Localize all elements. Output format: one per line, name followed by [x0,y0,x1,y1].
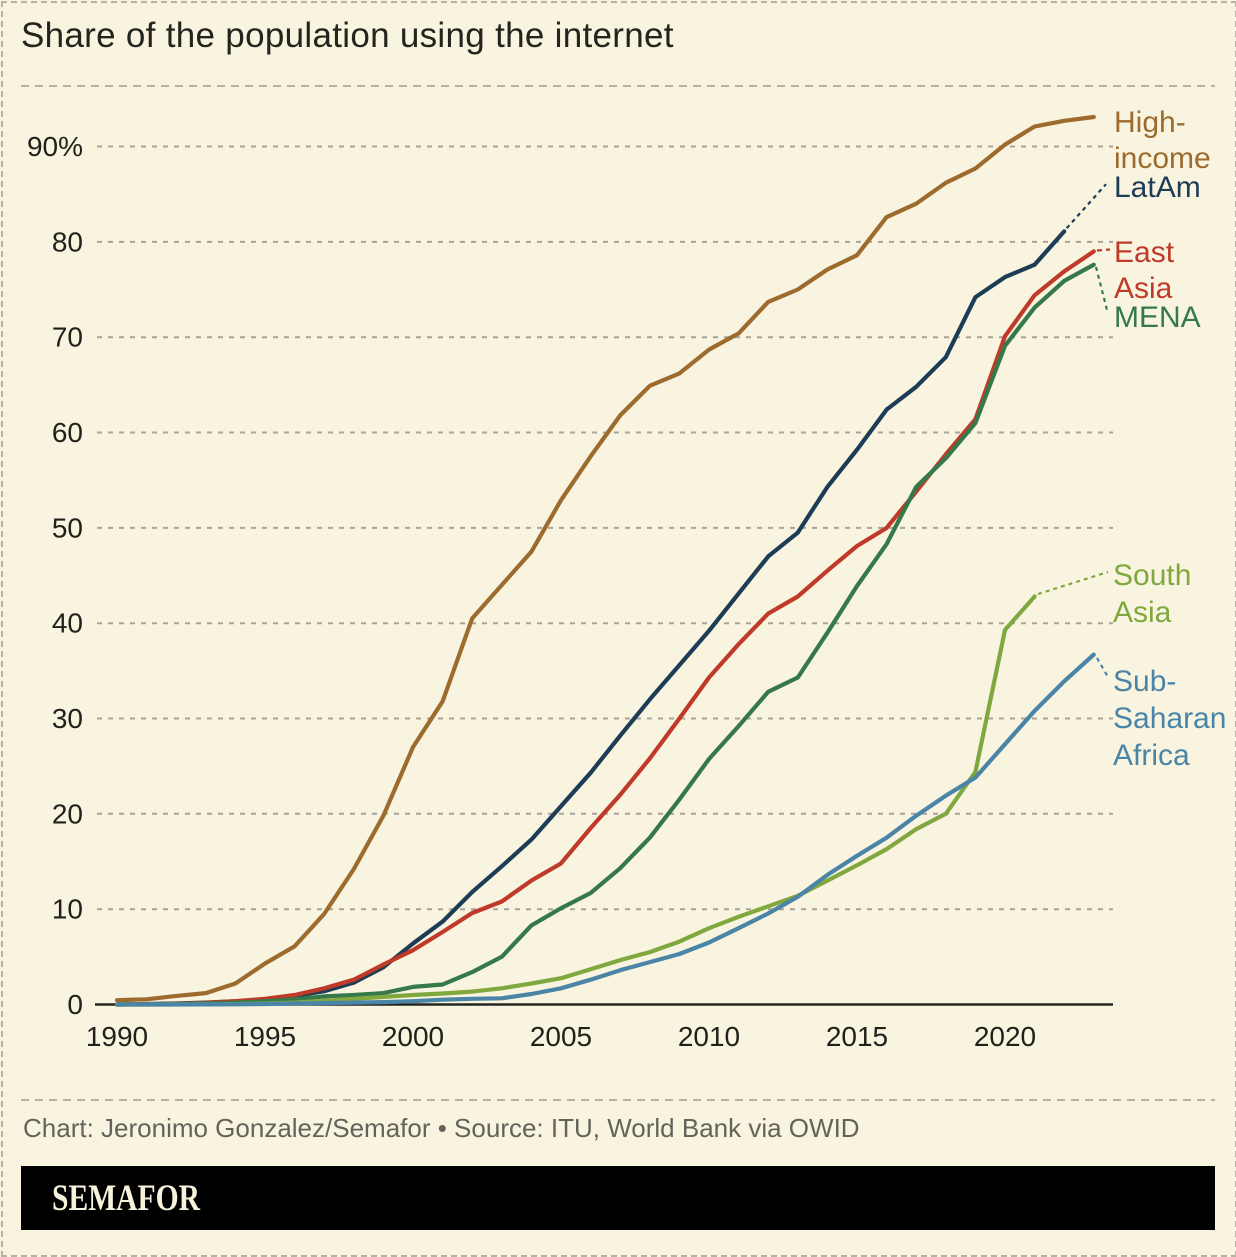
svg-text:30: 30 [52,703,83,734]
svg-text:1995: 1995 [234,1021,296,1052]
svg-text:20: 20 [52,798,83,829]
svg-text:0: 0 [67,989,83,1020]
svg-text:East: East [1114,236,1175,269]
svg-text:80: 80 [52,226,83,257]
svg-text:Saharan: Saharan [1113,702,1226,735]
svg-text:2020: 2020 [974,1021,1036,1052]
svg-text:High-: High- [1114,106,1186,139]
svg-text:LatAm: LatAm [1114,171,1201,204]
svg-text:50: 50 [52,512,83,543]
svg-text:2005: 2005 [530,1021,592,1052]
svg-text:Sub-: Sub- [1113,665,1176,698]
svg-text:70: 70 [52,322,83,353]
svg-text:Africa: Africa [1113,739,1190,772]
svg-text:South: South [1113,559,1191,592]
svg-text:Asia: Asia [1113,596,1172,629]
svg-text:2015: 2015 [826,1021,888,1052]
svg-text:income: income [1114,142,1211,175]
svg-text:40: 40 [52,608,83,639]
svg-text:Asia: Asia [1114,272,1173,305]
svg-text:1990: 1990 [86,1021,148,1052]
svg-text:MENA: MENA [1114,301,1201,334]
svg-text:90%: 90% [27,131,83,162]
svg-text:2010: 2010 [678,1021,740,1052]
svg-text:10: 10 [52,894,83,925]
svg-text:2000: 2000 [382,1021,444,1052]
svg-text:60: 60 [52,417,83,448]
